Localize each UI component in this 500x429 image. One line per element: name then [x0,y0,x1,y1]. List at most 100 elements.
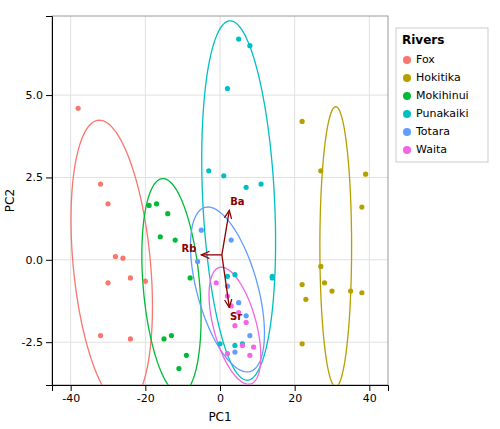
point [300,341,305,346]
legend: RiversFoxHokitikaMokihinuiPunakaikiTotar… [396,28,488,162]
point [363,172,368,177]
grid-line [52,95,388,96]
series [206,36,275,348]
tick-label: 40 [363,392,377,405]
series [76,106,148,342]
point [232,272,237,277]
point [105,201,110,206]
point [236,36,241,41]
grid-line [369,16,370,385]
tick-mark [46,95,52,96]
point [165,211,170,216]
point [251,345,256,350]
tick: 0.0 [26,254,53,267]
annotation: Rb [181,243,196,254]
plot: -40 -20 0 20 40 -2.5 0.0 2.5 5.0 Ba Rb Sr [22,16,389,406]
legend-swatch [403,110,411,118]
point [120,256,125,261]
point [359,204,364,209]
ellipse [71,120,152,385]
y-axis-title: PC2 [3,189,17,212]
point [76,106,81,111]
legend-label: Totara [415,125,450,138]
series [214,280,257,358]
tick: -20 [137,385,155,405]
tick: 5.0 [26,89,53,102]
ellipse [320,107,352,385]
legend-item: Totara [403,125,450,138]
point [232,343,237,348]
tick-mark [46,177,52,178]
point [300,119,305,124]
y-axis: -2.5 0.0 2.5 5.0 [22,17,53,386]
tick-label: -40 [62,392,80,405]
point [169,333,174,338]
arrow [201,254,222,255]
annotation: Sr [230,311,242,322]
ellipse [190,207,264,372]
tick: -2.5 [22,336,52,349]
tick-mark [71,385,72,391]
point [128,336,133,341]
point [217,341,222,346]
point [98,181,103,186]
point [247,333,252,338]
point [236,300,241,305]
tick-label: 5.0 [26,89,44,102]
point [221,173,226,178]
tick-label: -20 [137,392,155,405]
tick-mark [145,385,146,391]
point [359,290,364,295]
legend-swatch [403,146,411,154]
tick-label: 0.0 [26,254,44,267]
legend-swatch [403,92,411,100]
point [229,237,234,242]
point [244,185,249,190]
series [300,119,369,347]
legend-label: Waita [416,143,447,156]
point [225,351,230,356]
point [240,343,245,348]
tick-mark [220,385,221,391]
axis-line [46,17,53,386]
legend-label: Mokihinui [416,89,469,102]
tick-mark [369,385,370,391]
legend-swatch [403,56,411,64]
point [225,86,230,91]
arrow [222,255,229,308]
point [244,320,249,325]
arrows [201,210,229,307]
point [247,353,252,358]
arrow-labels: Ba Rb Sr [181,196,244,321]
tick: -40 [62,385,80,405]
grid [52,16,388,385]
tick-label: 0 [217,392,224,405]
point [258,181,263,186]
point [329,289,334,294]
axis-line [53,386,389,392]
x-axis-title: PC1 [208,410,231,424]
tick: 20 [288,385,302,405]
legend-label: Fox [416,53,435,66]
point [158,234,163,239]
annotation: Ba [230,196,244,207]
point [348,289,353,294]
tick: 40 [363,385,377,405]
point [128,275,133,280]
tick-label: 2.5 [26,171,44,184]
legend-item: Hokitika [403,71,461,84]
point [300,282,305,287]
point [318,264,323,269]
legend-swatch [403,74,411,82]
tick-mark [46,342,52,343]
tick-label: 20 [288,392,302,405]
legend-title: Rivers [402,33,444,47]
grid-line [52,177,388,178]
point [303,297,308,302]
point [318,168,323,173]
grid-line [145,16,146,385]
point [195,259,200,264]
arrow [222,210,229,254]
chart: -40 -20 0 20 40 -2.5 0.0 2.5 5.0 Ba Rb Sr PC1 PC2 Rive… [0,0,500,429]
point [98,333,103,338]
